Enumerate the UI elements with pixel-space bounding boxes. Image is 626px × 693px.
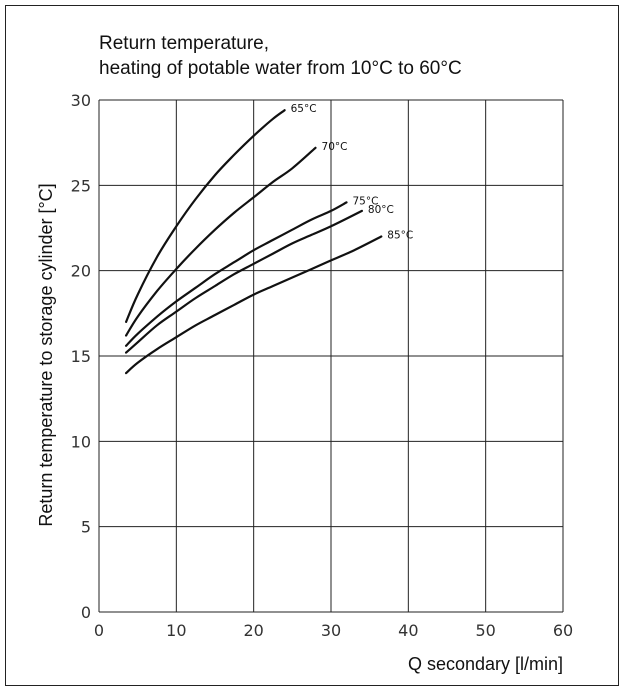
y-tick-label-2: 10 (71, 432, 91, 451)
curve-label-2: 75°C (352, 195, 378, 207)
y-tick-label-3: 15 (71, 347, 91, 366)
curve-label-0: 65°C (291, 103, 317, 115)
curve-series-0 (125, 109, 286, 323)
chart-title-line-2: heating of potable water from 10°C to 60… (99, 58, 462, 79)
grid (98, 99, 564, 613)
y-axis-label: Return temperature to storage cylinder [… (36, 183, 56, 526)
curves (125, 109, 383, 375)
chart-frame (5, 5, 619, 686)
x-tick-label-6: 60 (553, 621, 573, 640)
x-tick-label-0: 0 (94, 621, 104, 640)
curve-series-2 (125, 201, 348, 347)
curve-series-1 (125, 146, 317, 337)
x-tick-label-4: 40 (398, 621, 418, 640)
x-tick-label-2: 20 (243, 621, 263, 640)
x-tick-label-3: 30 (321, 621, 341, 640)
x-axis-label: Q secondary [l/min] (408, 654, 563, 674)
curve-label-1: 70°C (322, 141, 348, 153)
chart-title-line-1: Return temperature, (99, 33, 269, 54)
x-tick-label-5: 50 (475, 621, 495, 640)
y-tick-label-5: 25 (71, 176, 91, 195)
curve-series-3 (125, 209, 363, 354)
y-tick-label-1: 5 (81, 518, 91, 537)
x-tick-label-1: 10 (166, 621, 186, 640)
y-tick-label-4: 20 (71, 262, 91, 281)
curve-label-3: 80°C (368, 204, 394, 216)
curve-label-4: 85°C (387, 230, 413, 242)
y-tick-label-6: 30 (71, 91, 91, 110)
curve-labels: 65°C 70°C 75°C80°C 85°C (291, 103, 414, 241)
tick-labels: 0 10 20 30 40 50 60 0 5 10 15 20 25 30 (71, 91, 574, 640)
y-tick-label-0: 0 (81, 603, 91, 622)
curve-series-4 (125, 235, 383, 375)
